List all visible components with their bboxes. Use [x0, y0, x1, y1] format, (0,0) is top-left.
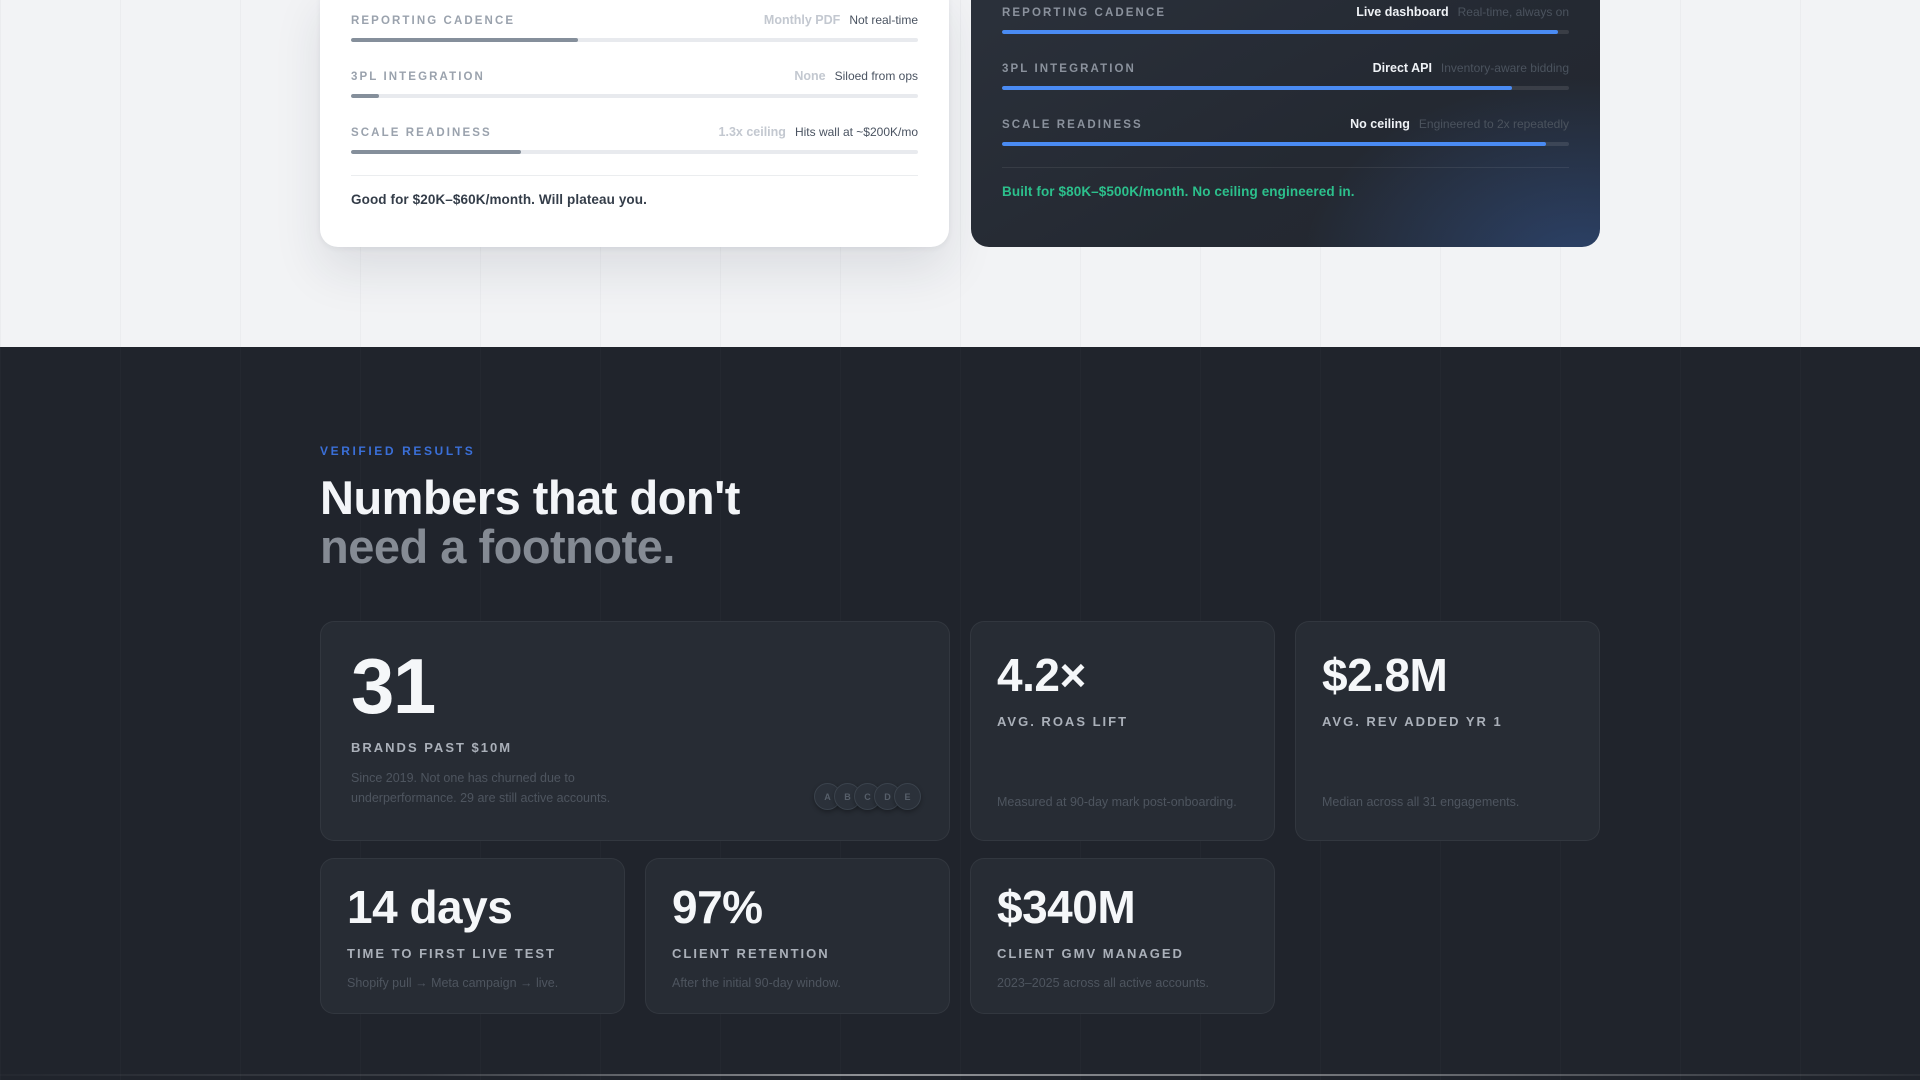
results-section: VERIFIED RESULTS Numbers that don't need… — [0, 347, 1920, 1080]
progress-bar-track — [1002, 142, 1569, 146]
card-divider — [1002, 167, 1569, 168]
stat-label: AVG. REV ADDED YR 1 — [1322, 714, 1503, 729]
stat-card-gmv-managed: $340M CLIENT GMV MANAGED 2023–2025 acros… — [970, 858, 1275, 1014]
client-avatar-group: A B C D E — [814, 783, 921, 810]
our-system-card: REPORTING CADENCE Live dashboard Real-ti… — [971, 0, 1600, 247]
progress-bar-track — [351, 150, 918, 154]
progress-bar-fill — [1002, 30, 1558, 34]
metric-value: Monthly PDF — [763, 13, 841, 27]
progress-bar-track — [351, 94, 918, 98]
stat-value: 31 — [351, 642, 436, 730]
section-heading: Numbers that don't need a footnote. — [320, 473, 1600, 571]
stat-card-roas-lift: 4.2× AVG. ROAS LIFT Measured at 90-day m… — [970, 621, 1275, 841]
stat-label: CLIENT GMV MANAGED — [997, 946, 1184, 961]
metric-note: Real-time, always on — [1457, 5, 1569, 19]
stat-note: Since 2019. Not one has churned due to u… — [351, 771, 611, 805]
stat-card-client-retention: 97% CLIENT RETENTION After the initial 9… — [645, 858, 950, 1014]
metric-value: None — [794, 69, 826, 83]
stat-label: TIME TO FIRST LIVE TEST — [347, 946, 556, 961]
stat-note: Median across all 31 engagements. — [1322, 795, 1520, 809]
progress-bar-fill — [351, 150, 522, 154]
metric-value: Direct API — [1372, 61, 1432, 75]
card-summary: Good for $20K–$60K/month. Will plateau y… — [351, 192, 647, 207]
avatar: E — [894, 783, 921, 810]
progress-bar-fill — [1002, 86, 1513, 90]
card-summary: Built for $80K–$500K/month. No ceiling e… — [1002, 184, 1355, 199]
stat-value: 14 days — [347, 881, 513, 933]
progress-bar-track — [351, 38, 918, 42]
card-divider — [351, 175, 918, 176]
metric-label: 3PL INTEGRATION — [351, 71, 485, 83]
stat-value: 97% — [672, 881, 763, 933]
metric-label: 3PL INTEGRATION — [1002, 63, 1136, 75]
metric-row: 3PL INTEGRATION None Siloed from ops — [351, 69, 918, 98]
metric-value: Live dashboard — [1356, 5, 1449, 19]
comparison-cards-row: REPORTING CADENCE Monthly PDF Not real-t… — [320, 0, 1600, 247]
metric-label: REPORTING CADENCE — [1002, 7, 1167, 19]
heading-line-1: Numbers that don't — [320, 471, 740, 524]
stat-note: Shopify pull → Meta campaign → live. — [347, 976, 559, 990]
heading-line-2: need a footnote. — [320, 520, 675, 573]
comparison-section: REPORTING CADENCE Monthly PDF Not real-t… — [0, 0, 1920, 347]
section-bottom-divider — [0, 1074, 1920, 1076]
progress-bar-track — [1002, 86, 1569, 90]
metric-row: REPORTING CADENCE Live dashboard Real-ti… — [1002, 5, 1569, 34]
stat-card-first-live-test: 14 days TIME TO FIRST LIVE TEST Shopify … — [320, 858, 625, 1014]
stat-card-brands: 31 BRANDS PAST $10M Since 2019. Not one … — [320, 621, 950, 841]
metric-row: SCALE READINESS No ceiling Engineered to… — [1002, 117, 1569, 146]
progress-bar-fill — [351, 38, 578, 42]
section-eyebrow: VERIFIED RESULTS — [320, 444, 476, 458]
stat-value: $2.8M — [1322, 649, 1448, 701]
stat-note: Measured at 90-day mark post-onboarding. — [997, 795, 1237, 809]
stat-note: After the initial 90-day window. — [672, 976, 841, 990]
metric-row: SCALE READINESS 1.3x ceiling Hits wall a… — [351, 125, 918, 154]
stat-label: CLIENT RETENTION — [672, 946, 830, 961]
progress-bar-track — [1002, 30, 1569, 34]
metric-value: No ceiling — [1350, 117, 1410, 131]
stat-label: BRANDS PAST $10M — [351, 740, 513, 755]
metric-value: 1.3x ceiling — [718, 125, 786, 139]
legacy-approach-card: REPORTING CADENCE Monthly PDF Not real-t… — [320, 0, 949, 247]
metric-note: Not real-time — [849, 13, 918, 27]
stats-grid: 31 BRANDS PAST $10M Since 2019. Not one … — [320, 621, 1600, 1014]
metric-note: Hits wall at ~$200K/mo — [794, 125, 918, 139]
metric-note: Siloed from ops — [834, 69, 918, 83]
metric-label: SCALE READINESS — [1002, 119, 1143, 131]
progress-bar-fill — [351, 94, 380, 98]
metric-note: Inventory-aware bidding — [1440, 61, 1569, 75]
metric-note: Engineered to 2x repeatedly — [1418, 117, 1569, 131]
metric-label: SCALE READINESS — [351, 127, 492, 139]
stat-value: $340M — [997, 881, 1136, 933]
metric-label: REPORTING CADENCE — [351, 15, 516, 27]
stat-card-rev-added: $2.8M AVG. REV ADDED YR 1 Median across … — [1295, 621, 1600, 841]
stat-value: 4.2× — [997, 649, 1086, 701]
metric-row: 3PL INTEGRATION Direct API Inventory-awa… — [1002, 61, 1569, 90]
progress-bar-fill — [1002, 142, 1547, 146]
stat-label: AVG. ROAS LIFT — [997, 714, 1129, 729]
metric-row: REPORTING CADENCE Monthly PDF Not real-t… — [351, 13, 918, 42]
stat-note: 2023–2025 across all active accounts. — [997, 976, 1209, 990]
